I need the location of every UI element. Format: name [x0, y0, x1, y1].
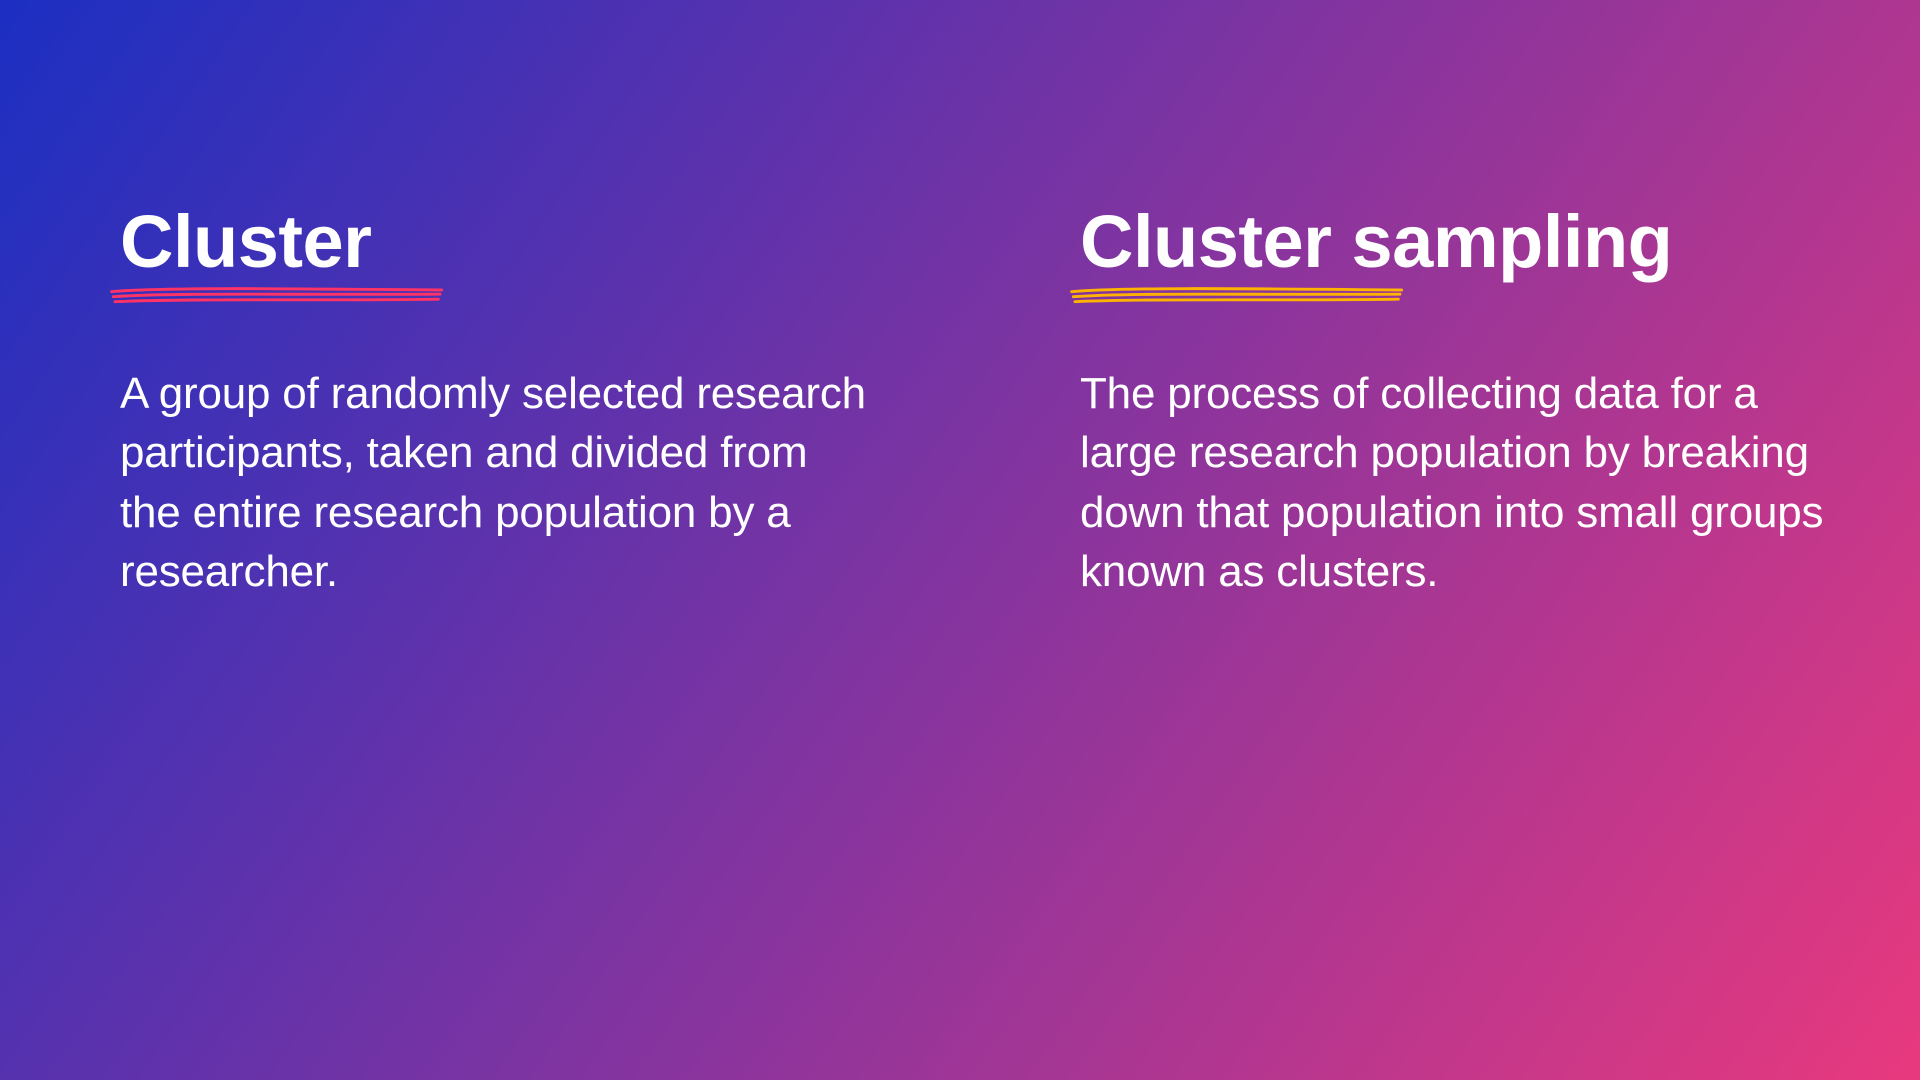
- right-body-text: The process of collecting data for a lar…: [1080, 364, 1830, 602]
- left-underline-scribble: [110, 285, 443, 305]
- left-column: Cluster A group of randomly selected res…: [0, 205, 960, 602]
- right-heading-wrap: Cluster sampling: [1080, 205, 1672, 279]
- slide-container: Cluster A group of randomly selected res…: [0, 0, 1920, 1080]
- right-underline-scribble: [1070, 285, 1403, 305]
- left-body-text: A group of randomly selected research pa…: [120, 364, 870, 602]
- right-heading: Cluster sampling: [1080, 205, 1672, 279]
- right-column: Cluster sampling The process of collecti…: [960, 205, 1920, 602]
- left-heading-wrap: Cluster: [120, 205, 371, 279]
- left-heading: Cluster: [120, 205, 371, 279]
